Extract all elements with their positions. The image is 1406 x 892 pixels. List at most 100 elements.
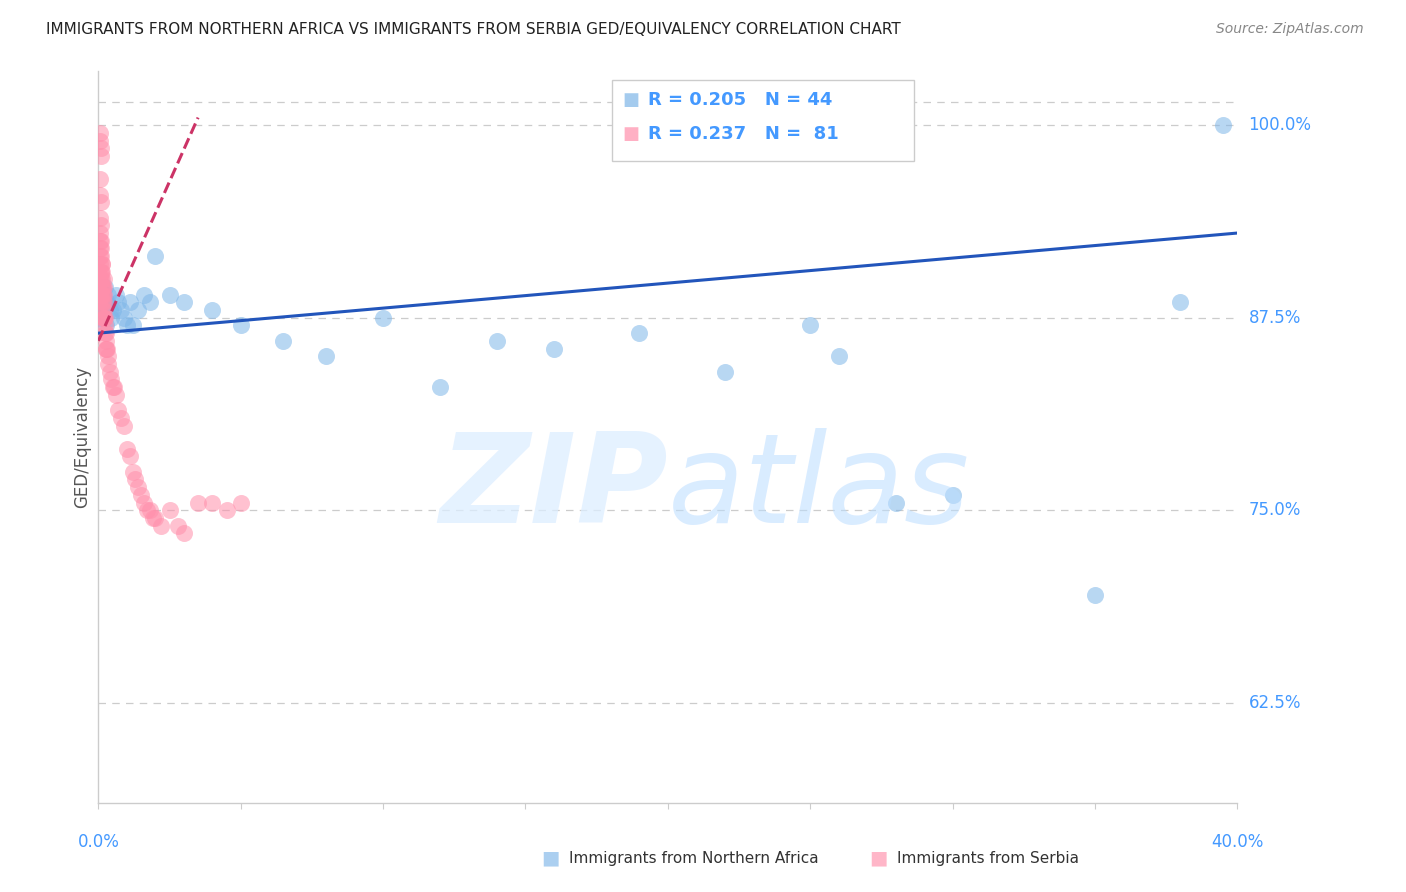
Point (91, 295, 114, 310)
Point (90, 264, 112, 278)
Point (486, 334, 509, 348)
Point (89, 134, 111, 148)
Point (94, 326, 117, 340)
Text: 100.0%: 100.0% (1249, 116, 1312, 135)
Text: 62.5%: 62.5% (1249, 694, 1301, 712)
Point (89, 272, 111, 286)
Point (89, 126, 111, 140)
Point (94, 342, 117, 356)
Point (101, 303, 124, 318)
Point (90, 234, 112, 248)
Point (91, 264, 114, 278)
Point (371, 310, 394, 325)
Point (215, 503, 238, 517)
Point (115, 442, 138, 456)
Point (89, 172, 111, 186)
Text: ■: ■ (869, 848, 887, 868)
Point (90, 149, 112, 163)
Point (138, 295, 160, 310)
Point (93, 295, 115, 310)
Point (799, 318, 821, 333)
Point (110, 303, 132, 318)
Point (93, 303, 115, 318)
Point (115, 318, 138, 333)
Point (98, 365, 121, 379)
Text: ■: ■ (623, 91, 640, 109)
Point (145, 511, 167, 525)
Point (96, 349, 118, 363)
Point (94, 295, 117, 310)
Point (91, 280, 114, 294)
Point (132, 495, 155, 509)
Point (90, 195, 112, 210)
Point (714, 365, 737, 379)
Point (93, 280, 115, 294)
Point (118, 295, 141, 310)
Point (129, 488, 152, 502)
Point (110, 410, 132, 425)
Point (97, 287, 120, 301)
Point (101, 380, 124, 394)
Point (93, 310, 115, 325)
Text: IMMIGRANTS FROM NORTHERN AFRICA VS IMMIGRANTS FROM SERBIA GED/EQUIVALENCY CORREL: IMMIGRANTS FROM NORTHERN AFRICA VS IMMIG… (46, 22, 901, 37)
Text: atlas: atlas (668, 428, 970, 549)
Point (201, 303, 224, 318)
Point (107, 403, 129, 417)
Point (121, 465, 143, 479)
Point (94, 310, 117, 325)
Text: 75.0%: 75.0% (1249, 501, 1301, 519)
Point (94, 334, 117, 348)
Point (315, 349, 337, 363)
Point (93, 310, 115, 325)
Point (91, 310, 114, 325)
Point (100, 310, 122, 325)
Point (104, 287, 127, 301)
Point (93, 303, 115, 318)
Point (1212, 118, 1234, 132)
Point (112, 310, 135, 325)
Point (91, 287, 114, 301)
Point (135, 503, 157, 517)
Point (90, 287, 112, 301)
Point (1084, 588, 1107, 602)
Point (96, 318, 118, 333)
Point (91, 295, 114, 310)
Point (89, 310, 111, 325)
Point (229, 495, 252, 509)
Point (90, 141, 112, 155)
Text: 87.5%: 87.5% (1249, 309, 1301, 326)
Point (93, 287, 115, 301)
Point (91, 287, 114, 301)
Point (93, 272, 115, 286)
Point (97, 357, 120, 371)
Point (90, 264, 112, 278)
Point (96, 295, 118, 310)
Point (150, 518, 173, 533)
Point (90, 257, 112, 271)
Point (121, 318, 143, 333)
Point (201, 495, 224, 509)
Point (159, 503, 181, 517)
Point (90, 219, 112, 233)
Point (107, 295, 129, 310)
Point (187, 495, 209, 509)
Text: R = 0.237   N =  81: R = 0.237 N = 81 (648, 125, 839, 143)
Point (89, 257, 111, 271)
Point (173, 295, 195, 310)
Point (89, 249, 111, 263)
Point (90, 303, 112, 318)
Point (93, 280, 115, 294)
Point (91, 303, 114, 318)
Point (118, 450, 141, 464)
Point (90, 280, 112, 294)
Point (127, 480, 149, 494)
Point (628, 326, 651, 340)
Point (141, 511, 163, 525)
Point (90, 257, 112, 271)
Point (90, 249, 112, 263)
Point (91, 272, 114, 286)
Point (429, 380, 451, 394)
Point (89, 211, 111, 225)
Text: R = 0.205   N = 44: R = 0.205 N = 44 (648, 91, 832, 109)
Point (112, 418, 135, 433)
